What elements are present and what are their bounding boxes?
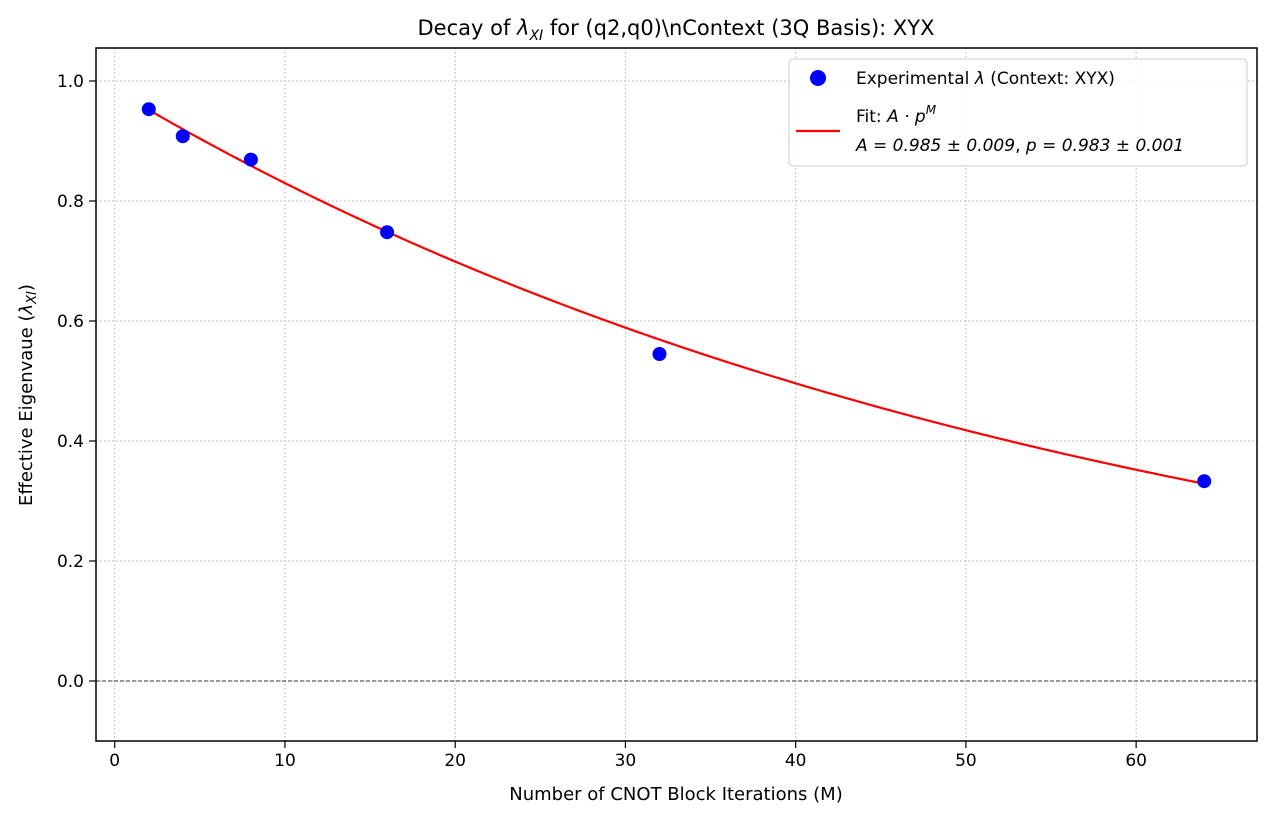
y-tick-label-4: 0.8: [57, 192, 84, 212]
chart-title-prefix: Decay of: [418, 16, 518, 40]
x-tick-label-0: 0: [109, 751, 120, 771]
legend: Experimental λ (Context: XYX) Fit: A · p…: [788, 58, 1248, 167]
legend-scatter-suffix: (Context: XYX): [985, 69, 1115, 89]
x-axis-label: Number of CNOT Block Iterations (M): [509, 784, 842, 805]
legend-box: [788, 58, 1248, 167]
fit-layer: [148, 108, 1205, 485]
chart-title-symbol: λ: [516, 16, 529, 40]
y-tick-label-3: 0.6: [57, 312, 84, 332]
y-tick-label-2: 0.4: [57, 432, 84, 452]
x-tick-label-5: 50: [955, 751, 977, 771]
legend-scatter-marker: [810, 70, 826, 86]
data-point-1: [175, 129, 190, 144]
data-point-2: [243, 152, 258, 167]
y-axis-label-symbol: λ: [16, 304, 37, 316]
legend-fit-prefix: Fit:: [856, 107, 887, 127]
y-tick-label-0: 0.0: [57, 672, 84, 692]
y-axis-label-prefix: Effective Eigenvaue (: [16, 314, 37, 505]
fit-curve: [148, 108, 1205, 485]
x-axis-ticks: 0 10 20 30 40 50 60: [109, 741, 1147, 771]
x-tick-label-2: 20: [444, 751, 466, 771]
chart-title: Decay of λXI for (q2,q0)\nContext (3Q Ba…: [418, 16, 935, 44]
data-point-5: [1197, 474, 1212, 489]
y-axis-label-suffix: ): [16, 284, 37, 291]
y-axis-label: Effective Eigenvaue (λXI): [16, 284, 40, 506]
chart-title-subscript: XI: [528, 28, 543, 44]
data-point-0: [141, 102, 156, 117]
data-point-4: [652, 347, 667, 361]
x-tick-label-6: 60: [1125, 751, 1147, 771]
y-axis-ticks: 0.0 0.2 0.4 0.6 0.8 1.0: [57, 72, 96, 692]
legend-scatter-prefix: Experimental: [856, 69, 975, 89]
legend-fit-label-line2: A = 0.985 ± 0.009, p = 0.983 ± 0.001: [855, 136, 1184, 156]
legend-fit-superscript: M: [926, 103, 937, 117]
legend-fit-a-part: A = 0.985 ± 0.009: [855, 136, 1015, 156]
y-tick-label-5: 1.0: [57, 72, 84, 92]
legend-fit-p-part: p = 0.983 ± 0.001: [1025, 136, 1184, 156]
chart-title-suffix: for (q2,q0)\nContext (3Q Basis): XYX: [543, 16, 934, 40]
plot-frame: [95, 47, 1258, 742]
data-point-3: [380, 225, 395, 240]
x-tick-label-4: 40: [785, 751, 807, 771]
points-layer: [141, 102, 1212, 489]
legend-fit-label-line1: Fit: A · pM: [856, 103, 937, 127]
y-tick-label-1: 0.2: [57, 552, 84, 572]
legend-scatter-label: Experimental λ (Context: XYX): [856, 69, 1115, 89]
legend-scatter-symbol: λ: [974, 69, 985, 89]
legend-fit-sep: ,: [1015, 136, 1026, 156]
x-tick-label-3: 30: [615, 751, 637, 771]
legend-fit-formula: A · p: [886, 107, 926, 127]
x-tick-label-1: 10: [274, 751, 296, 771]
y-axis-label-subscript: XI: [25, 291, 40, 305]
